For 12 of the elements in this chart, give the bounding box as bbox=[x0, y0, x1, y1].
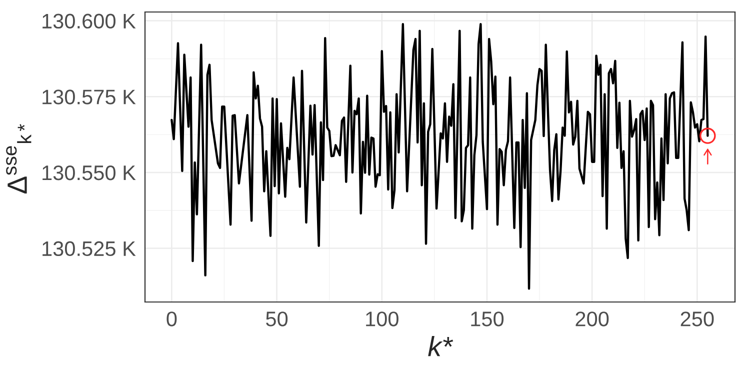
y-tick-label: 130.575 K bbox=[42, 90, 136, 104]
x-tick-label: 100 bbox=[366, 312, 398, 326]
x-axis-title: k* bbox=[428, 336, 454, 356]
x-tick-label: 250 bbox=[680, 312, 714, 326]
x-tick-label: 50 bbox=[266, 312, 288, 326]
y-tick-label: 130.525 K bbox=[42, 241, 136, 256]
y-tick-label: 130.600 K bbox=[42, 14, 136, 29]
x-tick-label: 200 bbox=[576, 312, 609, 326]
x-tick-label: 150 bbox=[471, 312, 504, 326]
x-tick-label: 0 bbox=[166, 312, 177, 326]
y-axis-title: Δ$^{sse}$$_{k*}$ bbox=[6, 124, 32, 194]
y-tick-label: 130.550 K bbox=[42, 165, 136, 180]
